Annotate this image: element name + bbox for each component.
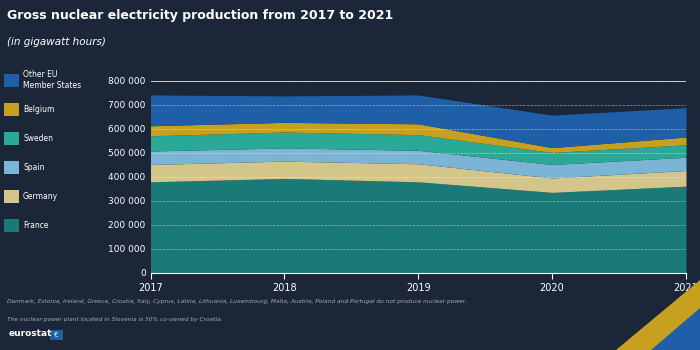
Text: Germany: Germany [23,192,58,201]
Text: eurostat: eurostat [8,329,52,338]
Text: (in gigawatt hours): (in gigawatt hours) [7,37,106,47]
Text: Belgium: Belgium [23,105,55,114]
Text: Spain: Spain [23,163,45,172]
Text: €: € [55,332,59,338]
Text: Other EU
Member States: Other EU Member States [23,70,81,90]
Text: Sweden: Sweden [23,134,53,143]
Text: The nuclear power plant located in Slovenia is 50% co-owned by Croatia.: The nuclear power plant located in Slove… [7,317,223,322]
Text: Denmark, Estonia, Ireland, Greece, Croatia, Italy, Cyprus, Latvia, Lithuania, Lu: Denmark, Estonia, Ireland, Greece, Croat… [7,299,466,304]
Text: France: France [23,221,48,230]
Text: Gross nuclear electricity production from 2017 to 2021: Gross nuclear electricity production fro… [7,9,393,22]
